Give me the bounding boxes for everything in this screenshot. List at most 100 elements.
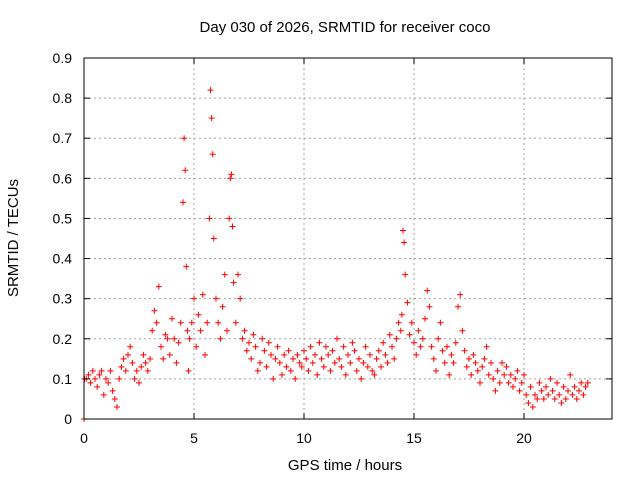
data-point xyxy=(525,399,532,406)
data-point xyxy=(292,375,299,382)
data-point xyxy=(457,291,464,298)
data-point xyxy=(127,343,134,350)
data-point xyxy=(92,375,98,382)
data-point xyxy=(206,215,213,222)
data-point xyxy=(166,351,173,358)
data-point xyxy=(208,115,215,122)
data-point xyxy=(336,355,343,362)
plot-frame xyxy=(83,57,613,420)
data-point xyxy=(116,375,123,382)
data-point xyxy=(149,327,156,334)
data-point xyxy=(217,335,224,342)
data-point xyxy=(543,383,549,390)
data-point xyxy=(155,283,162,290)
data-point xyxy=(450,359,457,366)
data-point xyxy=(580,391,587,398)
data-point xyxy=(195,311,202,318)
data-point xyxy=(397,327,404,334)
data-point xyxy=(276,359,283,366)
data-point xyxy=(490,375,497,382)
data-point xyxy=(197,327,204,334)
data-point xyxy=(505,379,512,386)
data-point xyxy=(516,387,523,394)
data-point xyxy=(459,327,466,334)
data-point xyxy=(177,319,184,326)
data-point xyxy=(468,371,475,378)
data-point xyxy=(496,379,503,386)
ticks-layer xyxy=(83,57,612,420)
data-point xyxy=(230,279,237,286)
data-point xyxy=(364,363,371,370)
tick-labels-layer: 0 0.1 0.2 0.3 0.4 0.5 0.6 0.7 0.8 0.9 0 5 10 15 20 xyxy=(53,50,532,446)
data-point xyxy=(424,287,431,294)
data-point xyxy=(334,335,340,342)
data-point xyxy=(375,347,382,354)
data-point xyxy=(444,343,450,350)
data-point xyxy=(331,359,338,366)
data-point xyxy=(521,371,527,378)
data-point xyxy=(314,371,321,378)
data-point xyxy=(312,351,318,358)
data-point xyxy=(395,319,402,326)
data-point xyxy=(235,271,241,278)
data-point xyxy=(406,331,413,338)
data-point xyxy=(411,339,417,346)
data-point xyxy=(162,331,169,338)
data-point xyxy=(584,379,591,386)
data-point xyxy=(213,295,219,302)
data-point xyxy=(549,387,556,394)
data-point xyxy=(239,335,246,342)
data-point xyxy=(131,375,138,382)
data-point xyxy=(452,339,459,346)
data-point xyxy=(188,319,195,326)
data-point xyxy=(571,383,578,390)
data-point xyxy=(556,391,563,398)
data-point xyxy=(219,303,226,310)
data-point xyxy=(259,335,266,342)
y-tick-label: 0.5 xyxy=(53,210,73,226)
data-point xyxy=(393,335,400,342)
data-point xyxy=(316,339,323,346)
data-point xyxy=(340,343,347,350)
x-tick-label: 0 xyxy=(80,430,88,446)
data-point xyxy=(514,367,521,374)
data-point xyxy=(386,331,393,338)
y-tick-label: 0.8 xyxy=(53,90,73,106)
data-point xyxy=(562,395,569,402)
data-point xyxy=(305,367,312,374)
data-point xyxy=(228,171,235,178)
data-point xyxy=(426,303,433,310)
data-point xyxy=(349,339,356,346)
data-point xyxy=(114,403,120,410)
data-point xyxy=(356,355,362,362)
data-point xyxy=(558,399,565,406)
data-point xyxy=(147,355,153,362)
data-point xyxy=(120,355,127,362)
data-point xyxy=(435,335,442,342)
data-point xyxy=(532,391,538,398)
data-point xyxy=(111,395,118,402)
data-point xyxy=(578,379,585,386)
data-point xyxy=(485,371,492,378)
data-point xyxy=(87,379,94,386)
data-point xyxy=(252,343,259,350)
data-point xyxy=(373,355,380,362)
data-point xyxy=(303,355,310,362)
data-point xyxy=(455,303,461,310)
data-point xyxy=(371,371,378,378)
data-point xyxy=(175,339,182,346)
data-point xyxy=(565,387,571,394)
data-point xyxy=(408,319,415,326)
data-point xyxy=(158,343,164,350)
x-tick-label: 10 xyxy=(296,430,312,446)
data-point xyxy=(401,239,408,246)
data-point xyxy=(248,355,255,362)
data-point xyxy=(369,367,376,374)
data-point xyxy=(437,319,444,326)
data-point xyxy=(327,367,334,374)
data-point xyxy=(573,395,580,402)
data-point xyxy=(466,355,472,362)
data-point xyxy=(342,371,349,378)
data-point xyxy=(105,379,112,386)
